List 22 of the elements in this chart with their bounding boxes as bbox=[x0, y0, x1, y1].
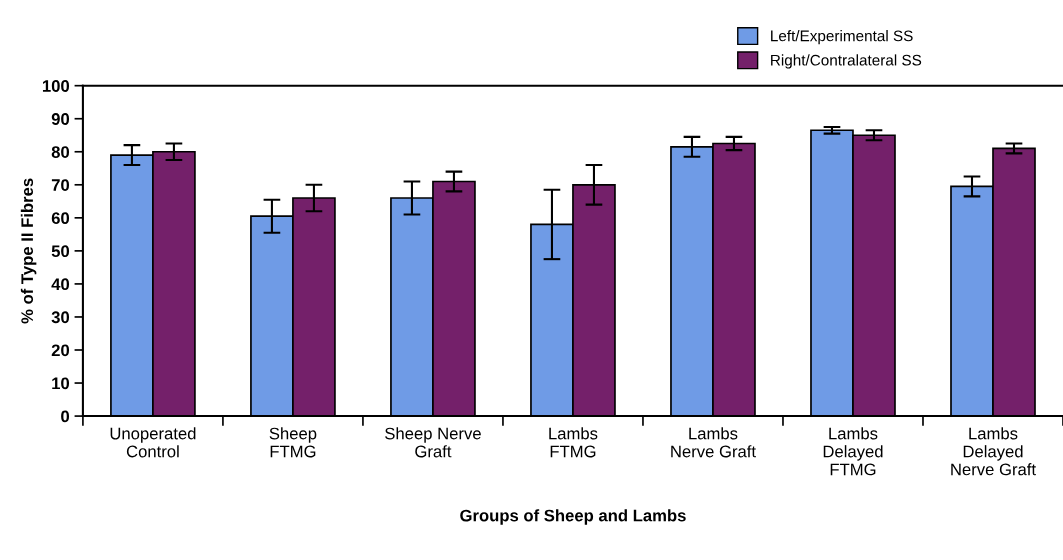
y-tick-label: 30 bbox=[51, 311, 70, 324]
x-tick-label: Sheep Nerve Graft bbox=[385, 427, 481, 458]
y-tick-label: 80 bbox=[51, 146, 70, 158]
x-tick-label: Lambs FTMG bbox=[549, 427, 598, 458]
y-axis-title: % of Type II Fibres bbox=[20, 178, 37, 324]
y-tick-label: 90 bbox=[51, 113, 70, 125]
x-tick-label: Lambs Nerve Graft bbox=[671, 427, 756, 458]
legend-label: Left/Experimental SS bbox=[771, 30, 913, 45]
y-tick-label: 20 bbox=[51, 344, 70, 357]
y-tick-label: 60 bbox=[51, 212, 70, 225]
x-tick-label: Lambs Delayed Nerve Graft bbox=[951, 427, 1036, 476]
x-axis-title: Groups of Sheep and Lambs bbox=[460, 509, 686, 525]
y-tick-label: 50 bbox=[51, 245, 70, 258]
x-tick-label: Sheep FTMG bbox=[269, 427, 317, 458]
y-tick-label: 70 bbox=[51, 179, 70, 191]
y-tick-label: 40 bbox=[51, 278, 70, 291]
y-tick-label: 100 bbox=[42, 80, 70, 92]
x-tick-label: Lambs Delayed FTMG bbox=[823, 427, 883, 476]
y-tick-label: 10 bbox=[52, 377, 70, 390]
x-tick-label: Unoperated Control bbox=[110, 427, 196, 458]
legend-label: Right/Contralateral SS bbox=[771, 54, 922, 69]
y-tick-label: 0 bbox=[61, 410, 70, 423]
